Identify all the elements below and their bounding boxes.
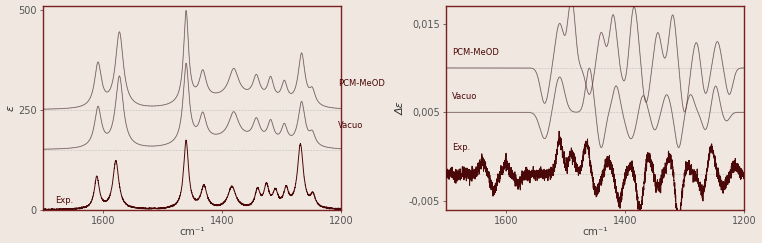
X-axis label: cm⁻¹: cm⁻¹ bbox=[179, 227, 205, 237]
Y-axis label: Δε: Δε bbox=[396, 101, 406, 115]
Text: PCM-MeOD: PCM-MeOD bbox=[338, 79, 385, 88]
Text: Vacuo: Vacuo bbox=[338, 121, 363, 130]
Text: Vacuo: Vacuo bbox=[453, 92, 478, 101]
Text: Exp.: Exp. bbox=[55, 196, 73, 205]
X-axis label: cm⁻¹: cm⁻¹ bbox=[582, 227, 608, 237]
Text: Exp.: Exp. bbox=[453, 142, 471, 152]
Y-axis label: ε: ε bbox=[5, 105, 15, 111]
Text: PCM-MeOD: PCM-MeOD bbox=[453, 48, 499, 57]
